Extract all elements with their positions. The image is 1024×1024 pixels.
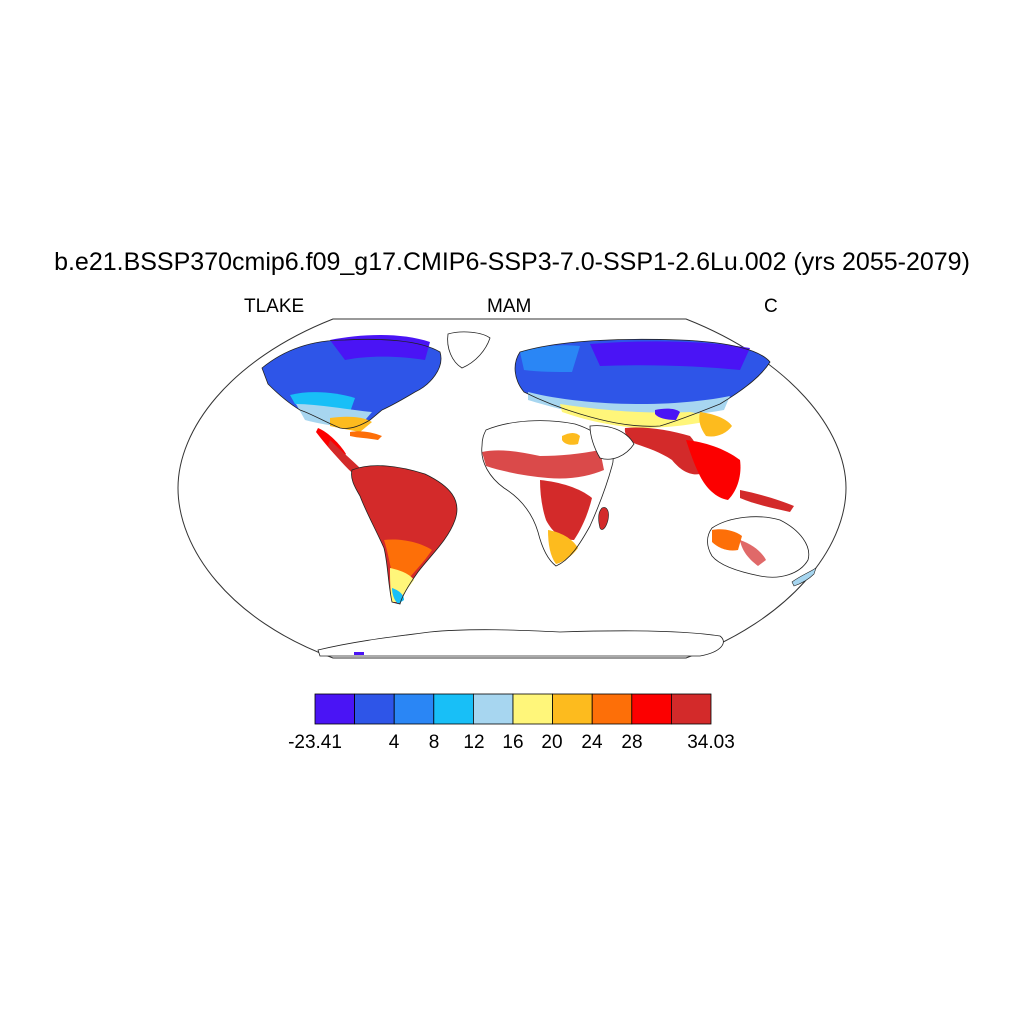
- colorbar-box-8: [631, 693, 672, 725]
- eurasia: [514, 338, 771, 437]
- colorbar-label-1: 4: [388, 732, 400, 753]
- antarctica-lake: [354, 652, 364, 655]
- south-asia: [624, 427, 794, 512]
- colorbar-label-7: 28: [621, 732, 643, 753]
- colorbar-box-7: [591, 693, 633, 725]
- colorbar-box-5: [512, 693, 553, 725]
- colorbar-label-8: 34.03: [687, 732, 735, 753]
- greenland: [447, 331, 491, 369]
- colorbar-label-2: 8: [428, 732, 440, 753]
- plot-title: b.e21.BSSP370cmip6.f09_g17.CMIP6-SSP3-7.…: [54, 248, 970, 276]
- colorbar-box-9: [671, 693, 712, 725]
- madagascar: [598, 507, 609, 530]
- arabia: [589, 425, 635, 460]
- colorbar-label-3: 12: [463, 732, 485, 753]
- colorbar-box-6: [552, 693, 593, 725]
- colorbar-box-0: [314, 693, 355, 725]
- antarctica: [317, 629, 724, 657]
- colorbar-box-1: [354, 693, 395, 725]
- central-america: [328, 431, 382, 476]
- colorbar-box-4: [472, 693, 514, 725]
- colorbar-box-2: [393, 693, 435, 725]
- colorbar-label-5: 20: [541, 732, 563, 753]
- season-label: MAM: [487, 296, 532, 317]
- colorbar-label-6: 24: [581, 732, 603, 753]
- new-zealand: [791, 567, 817, 587]
- south-america: [351, 465, 458, 605]
- africa: [481, 420, 614, 567]
- variable-label: TLAKE: [244, 296, 305, 317]
- colorbar-box-3: [433, 693, 474, 725]
- colorbar-label-4: 16: [502, 732, 524, 753]
- units-label: C: [764, 296, 778, 317]
- north-america: [261, 335, 442, 460]
- australia: [707, 516, 810, 578]
- colorbar-label-0: -23.41: [288, 732, 342, 753]
